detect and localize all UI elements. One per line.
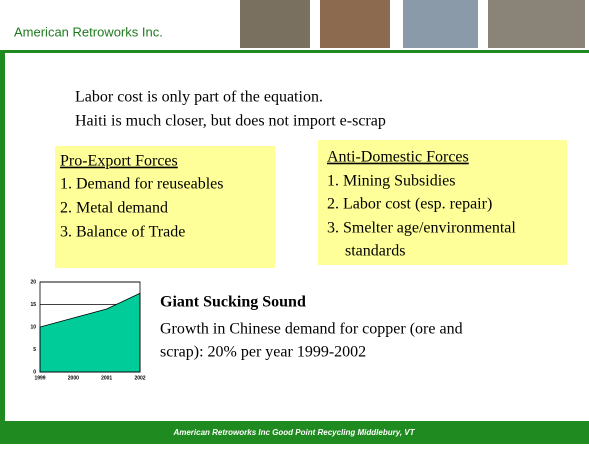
photo [320, 0, 390, 48]
box-heading: Pro-Export Forces [60, 153, 178, 170]
box-item: 1. Mining Subsidies [327, 173, 455, 190]
photo [240, 0, 310, 48]
footer-bar [0, 421, 589, 444]
box-item: standards [345, 243, 405, 260]
box-item: 3. Balance of Trade [60, 224, 185, 241]
intro-line: Haiti is much closer, but does not impor… [75, 113, 386, 130]
x-tick-label: 2000 [68, 375, 79, 381]
plot-frame [39, 281, 141, 373]
x-tick-label: 1999 [34, 375, 45, 381]
left-box [55, 146, 275, 268]
photo [488, 0, 585, 48]
photo [403, 0, 478, 48]
box-item: 2. Metal demand [60, 200, 168, 217]
box-item: 2. Labor cost (esp. repair) [327, 196, 492, 213]
y-tick-label: 0 [33, 369, 36, 375]
box-item: 3. Smelter age/environmental [327, 220, 516, 237]
box-item: 1. Demand for reuseables [60, 176, 224, 193]
x-tick-label: 2001 [101, 375, 112, 381]
right-box [318, 140, 567, 265]
callout-title: Giant Sucking Sound [160, 294, 306, 311]
y-tick-label: 20 [30, 279, 36, 285]
x-tick-label: 2002 [134, 375, 145, 381]
y-tick-label: 15 [30, 302, 36, 308]
intro-line: Labor cost is only part of the equation. [75, 89, 323, 106]
header-title: American Retroworks Inc. [14, 24, 163, 39]
box-heading: Anti-Domestic Forces [327, 149, 469, 166]
callout-line: Growth in Chinese demand for copper (ore… [160, 321, 463, 338]
y-tick-label: 10 [30, 324, 36, 330]
callout-line: scrap): 20% per year 1999-2002 [160, 344, 366, 361]
header-rule [0, 50, 589, 53]
footer-text: American Retroworks Inc Good Point Recyc… [172, 428, 415, 437]
y-tick-label: 5 [33, 347, 36, 353]
left-rule [0, 50, 5, 422]
